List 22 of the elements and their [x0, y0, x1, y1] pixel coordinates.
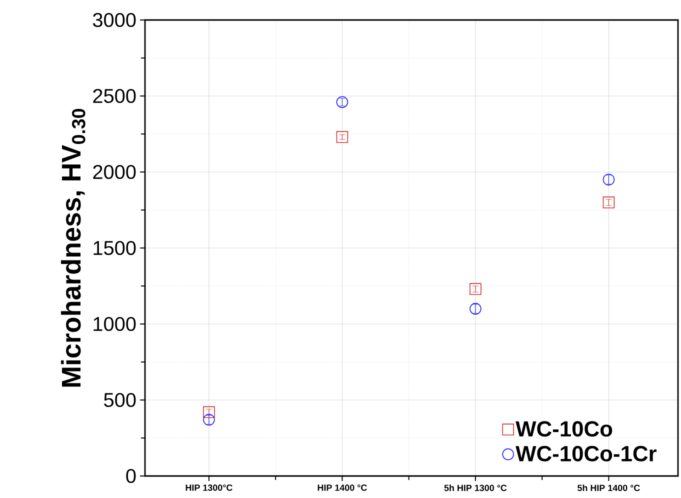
point [336, 131, 348, 143]
x-tick-label: 5h HIP 1400 °C [578, 484, 640, 492]
y-tick-label: 3000 [92, 12, 136, 28]
legend-label: WC-10Co [516, 421, 612, 437]
y-tick-label: 2500 [93, 88, 136, 104]
point [602, 174, 615, 186]
x-tick-label: HIP 1300°C [186, 484, 232, 491]
point [470, 302, 482, 315]
legend-label: WC-10Co-1Cr [516, 446, 656, 462]
y-tick-label: 0 [126, 468, 136, 484]
x-tick-label: HIP 1400 °C [318, 484, 367, 491]
y-tick-label: 2000 [93, 164, 136, 180]
point [203, 406, 215, 418]
y-tick-label: 500 [104, 392, 136, 408]
point [203, 414, 215, 426]
x-tick-label: 5h HIP 1300 °C [444, 484, 507, 492]
point [336, 96, 348, 108]
y-axis-title: Microhardness, HV$_{0.30}$ [61, 108, 86, 387]
point [602, 196, 615, 208]
y-tick-label: 1000 [94, 316, 136, 332]
point [470, 283, 482, 295]
y-tick-label: 1500 [94, 240, 136, 256]
